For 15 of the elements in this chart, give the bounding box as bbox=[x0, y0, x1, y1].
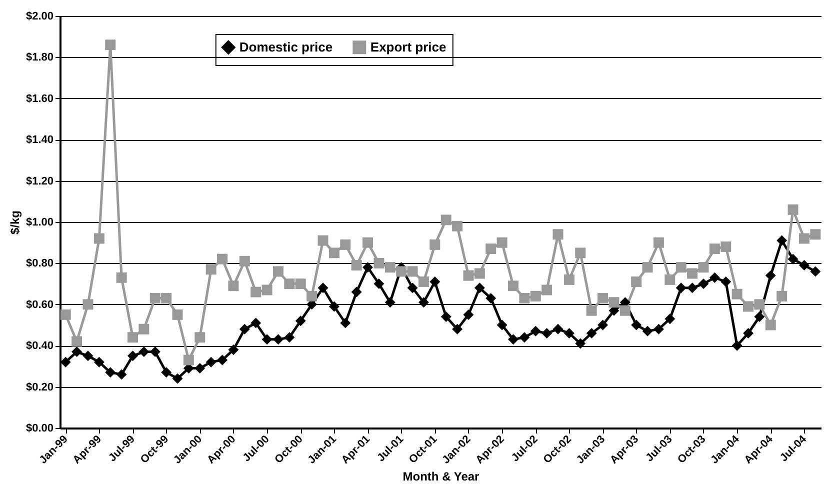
y-tick-label: $0.80 bbox=[26, 258, 54, 270]
legend-label: Domestic price bbox=[239, 39, 333, 54]
legend-label: Export price bbox=[370, 39, 446, 54]
y-tick-label: $1.00 bbox=[26, 216, 54, 228]
y-tick-label: $1.20 bbox=[26, 175, 54, 188]
y-tick-label: $0.00 bbox=[26, 422, 54, 434]
y-tick-label: $1.60 bbox=[26, 92, 54, 105]
x-axis-title: Month & Year bbox=[402, 470, 480, 484]
y-tick-label: $1.40 bbox=[26, 134, 54, 146]
y-tick-label: $0.60 bbox=[26, 298, 54, 311]
y-axis-title: $/kg bbox=[8, 210, 22, 235]
y-tick-label: $2.00 bbox=[26, 10, 54, 22]
y-tick-label: $0.20 bbox=[26, 381, 54, 394]
y-tick-label: $0.40 bbox=[26, 340, 54, 352]
y-tick-label: $1.80 bbox=[26, 52, 54, 64]
